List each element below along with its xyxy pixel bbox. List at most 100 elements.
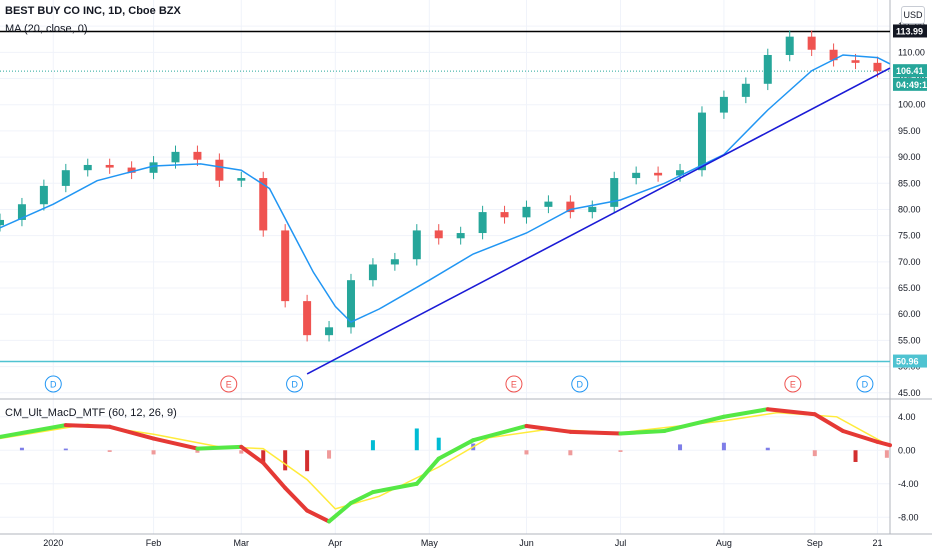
currency-button[interactable]: USD — [901, 6, 925, 24]
candle-body[interactable] — [807, 36, 816, 50]
candle-body[interactable] — [237, 178, 246, 181]
candle-body[interactable] — [149, 162, 158, 173]
candle-body[interactable] — [0, 219, 4, 226]
time-axis-tick: Apr — [328, 538, 342, 548]
macd-line-segment[interactable] — [0, 423, 68, 439]
macd-legend[interactable]: CM_Ult_MacD_MTF (60, 12, 26, 9) — [5, 407, 177, 419]
price-label-badge — [893, 64, 927, 78]
candle-body[interactable] — [478, 212, 487, 234]
histogram-bar — [678, 444, 683, 451]
candle-body[interactable] — [127, 167, 136, 173]
candle-body[interactable] — [851, 60, 860, 63]
price-axis-tick: 110.00 — [898, 47, 925, 57]
price-label-text: 113.99 — [896, 26, 923, 36]
macd-line-segment[interactable] — [327, 501, 353, 524]
dividend-marker-label: D — [862, 380, 869, 390]
macd-line-segment[interactable] — [618, 428, 667, 436]
earnings-marker[interactable] — [784, 375, 802, 393]
candle-body[interactable] — [741, 83, 750, 97]
earnings-marker[interactable] — [220, 375, 238, 393]
candle-body[interactable] — [346, 280, 355, 328]
candle-body[interactable] — [544, 201, 553, 207]
candle-body[interactable] — [500, 212, 509, 218]
signal-line[interactable] — [0, 411, 891, 510]
price-axis-tick: 60.00 — [898, 309, 921, 319]
macd-line-segment[interactable] — [283, 485, 310, 513]
macd-line-segment[interactable] — [107, 424, 156, 441]
candle-body[interactable] — [829, 49, 838, 61]
candle-body[interactable] — [566, 201, 575, 213]
histogram-bar — [568, 450, 573, 456]
price-axis-tick: 45.00 — [898, 388, 921, 398]
candle-body[interactable] — [456, 233, 465, 239]
candle-body[interactable] — [39, 185, 48, 205]
macd-line-segment[interactable] — [721, 407, 770, 419]
earnings-marker[interactable] — [505, 375, 523, 393]
macd-line-segment[interactable] — [524, 423, 573, 434]
candle-body[interactable] — [873, 62, 882, 72]
macd-line-segment[interactable] — [812, 412, 845, 433]
macd-line-segment[interactable] — [414, 456, 441, 486]
candle-body[interactable] — [763, 54, 772, 84]
candle-body[interactable] — [412, 230, 421, 260]
candle-body[interactable] — [325, 327, 334, 336]
price-axis-tick: 75.00 — [898, 231, 921, 241]
candle-body[interactable] — [61, 170, 70, 186]
price-label-text: 106.41 — [896, 66, 924, 76]
macd-line-segment[interactable] — [348, 490, 375, 506]
candle-body[interactable] — [697, 112, 706, 171]
candle-body[interactable] — [105, 164, 114, 168]
candle-body[interactable] — [632, 172, 641, 179]
macd-line-segment[interactable] — [261, 460, 288, 490]
macd-line-segment[interactable] — [840, 428, 880, 444]
candle-body[interactable] — [259, 178, 268, 231]
dividend-marker[interactable] — [571, 375, 589, 393]
dividend-marker[interactable] — [44, 375, 62, 393]
macd-line-segment[interactable] — [765, 407, 817, 417]
candle-body[interactable] — [610, 178, 619, 207]
candle-body[interactable] — [193, 151, 202, 160]
ma-line[interactable] — [0, 54, 891, 324]
candle-body[interactable] — [390, 259, 399, 265]
candle-body[interactable] — [654, 172, 663, 176]
candle-body[interactable] — [785, 36, 794, 55]
candle-body[interactable] — [215, 159, 224, 181]
candle-body[interactable] — [588, 206, 597, 213]
dividend-marker[interactable] — [286, 375, 304, 393]
candle-body[interactable] — [83, 164, 92, 171]
trendline[interactable] — [306, 67, 891, 375]
dividend-marker[interactable] — [856, 375, 874, 393]
macd-line-segment[interactable] — [662, 414, 726, 433]
candle-body[interactable] — [368, 264, 377, 281]
histogram-bar — [414, 428, 419, 451]
macd-line-segment[interactable] — [568, 429, 623, 436]
price-label-badge — [893, 24, 927, 38]
candle-body[interactable] — [281, 230, 290, 302]
macd-line-segment[interactable] — [63, 423, 112, 429]
macd-line-segment[interactable] — [370, 481, 419, 495]
histogram-bar — [524, 450, 529, 455]
candle-body[interactable] — [17, 204, 26, 220]
macd-line-segment[interactable] — [151, 436, 200, 451]
macd-line-segment[interactable] — [305, 508, 332, 524]
histogram-bar — [261, 450, 266, 464]
macd-line-segment[interactable] — [471, 423, 529, 443]
histogram-bar — [327, 450, 332, 459]
macd-line-segment[interactable] — [875, 439, 892, 448]
candle-body[interactable] — [171, 151, 180, 163]
earnings-marker-label: E — [226, 380, 232, 390]
histogram-bar — [618, 450, 623, 452]
ma-legend[interactable]: MA (20, close, 0) — [5, 23, 88, 35]
candle-body[interactable] — [522, 206, 531, 218]
macd-line-segment[interactable] — [195, 444, 244, 451]
candle-body[interactable] — [676, 170, 685, 176]
price-axis-tick: 55.00 — [898, 335, 921, 345]
macd-line-segment[interactable] — [436, 438, 476, 461]
candle-body[interactable] — [719, 96, 728, 113]
time-axis-tick: Mar — [234, 538, 250, 548]
macd-line-segment[interactable] — [239, 444, 266, 465]
chart-title: BEST BUY CO INC, 1D, Cboe BZX — [5, 5, 181, 17]
candle-body[interactable] — [434, 230, 443, 239]
candle-body[interactable] — [303, 301, 312, 336]
